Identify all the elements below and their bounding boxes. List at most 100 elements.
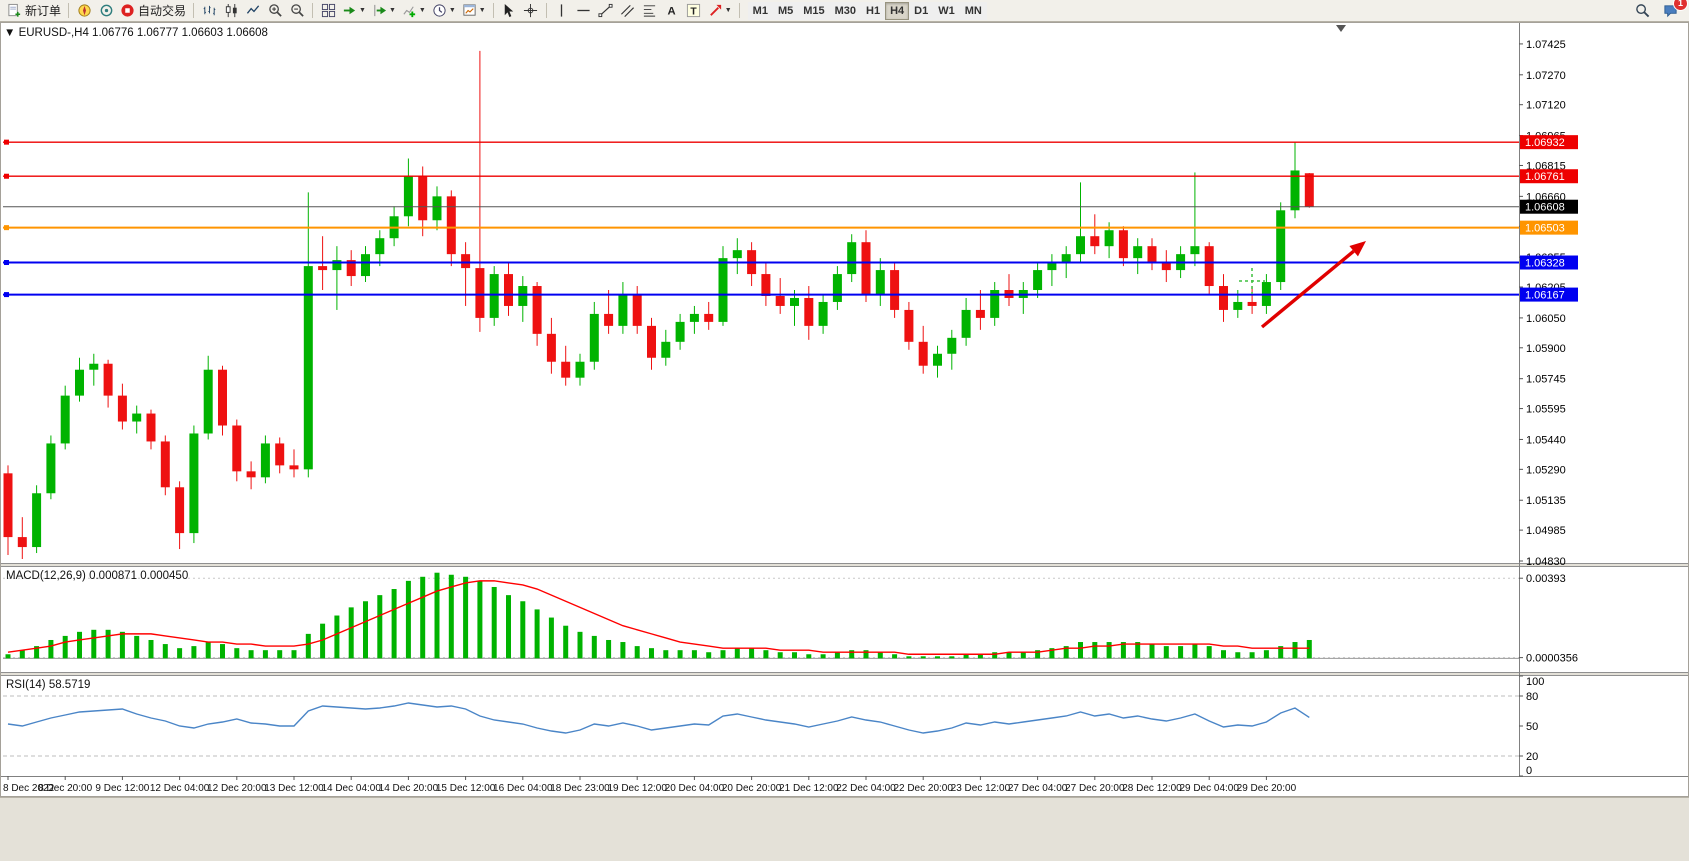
line-handle[interactable]: [4, 173, 9, 179]
line-chart-mode-button[interactable]: [242, 1, 264, 21]
zoom-in-button[interactable]: [264, 1, 286, 21]
search-button[interactable]: [1631, 1, 1653, 21]
trendline-button[interactable]: [595, 1, 617, 21]
timeframe-w1-button[interactable]: W1: [933, 1, 960, 20]
time-axis-label: 22 Dec 20:00: [893, 783, 953, 794]
candle-body: [518, 286, 528, 306]
fibo-icon: [642, 3, 657, 18]
price-axis-label: 1.05745: [1526, 374, 1566, 386]
timeframe-m5-button[interactable]: M5: [772, 1, 799, 20]
candle-body: [704, 313, 714, 322]
chart-title: ▼ EURUSD-,H4 1.06776 1.06777 1.06603 1.0…: [4, 27, 268, 39]
candle-body: [361, 254, 370, 277]
horizontal-line-button[interactable]: [573, 1, 595, 21]
auto-scroll-icon: [342, 3, 357, 18]
line-handle[interactable]: [4, 139, 9, 145]
crosshair-button[interactable]: [520, 1, 542, 21]
trend-arrow-head[interactable]: [1349, 241, 1366, 257]
new-order-icon: [7, 3, 22, 18]
new-order-button[interactable]: 新订单: [4, 1, 64, 21]
chart-shift-button[interactable]: ▼: [369, 1, 399, 21]
candles-icon: [224, 3, 239, 18]
candle-body: [861, 242, 871, 294]
toolbar-separator: [312, 3, 314, 18]
time-axis-label: 18 Dec 23:00: [550, 783, 610, 794]
autotrading-button[interactable]: 自动交易: [117, 1, 189, 21]
line-handle[interactable]: [4, 260, 9, 266]
price-label-text: 1.06503: [1525, 223, 1565, 235]
chevron-down-icon[interactable]: ▼: [418, 7, 426, 14]
line-handle[interactable]: [4, 225, 9, 231]
time-axis-label: 21 Dec 12:00: [779, 783, 839, 794]
rsi-line: [7, 702, 1310, 734]
fibonacci-button[interactable]: [639, 1, 661, 21]
price-axis-label: 1.05900: [1526, 343, 1566, 355]
timeframe-m30-button[interactable]: M30: [829, 1, 862, 20]
candle-body: [575, 361, 585, 378]
trend-arrow-object[interactable]: [1260, 249, 1355, 329]
chart-shift-marker[interactable]: [1336, 25, 1346, 32]
chevron-down-icon[interactable]: ▼: [724, 7, 732, 14]
price-axis-label: 1.05595: [1526, 404, 1566, 416]
candle-body: [375, 238, 385, 255]
notification-badge[interactable]: 1: [1673, 0, 1688, 11]
indicators-button[interactable]: ▼: [399, 1, 429, 21]
ring-icon: [99, 3, 114, 18]
text-label-button[interactable]: T: [683, 1, 705, 21]
timeframe-d1-button[interactable]: D1: [909, 1, 934, 20]
metaeditor-button[interactable]: [73, 1, 95, 21]
price-axis-label: 1.04985: [1526, 525, 1566, 537]
arrows-button[interactable]: ▼: [705, 1, 735, 21]
time-axis-label: 19 Dec 12:00: [607, 783, 667, 794]
candle-body: [103, 363, 113, 396]
chevron-down-icon[interactable]: ▼: [359, 7, 366, 14]
autotrading-label: 自动交易: [138, 4, 187, 18]
candle-body: [689, 313, 699, 322]
text-button[interactable]: A: [661, 1, 683, 21]
time-axis-label: 14 Dec 20:00: [379, 783, 439, 794]
time-axis-label: 23 Dec 12:00: [951, 783, 1011, 794]
candlestick-mode-button[interactable]: [220, 1, 242, 21]
timeframe-m1-button[interactable]: M1: [747, 1, 773, 20]
line-handle[interactable]: [4, 292, 9, 298]
zoom-out-button[interactable]: [286, 1, 308, 21]
candle-body: [1190, 246, 1200, 255]
timeframe-mn-button[interactable]: MN: [959, 1, 987, 20]
bar-chart-mode-button[interactable]: [198, 1, 220, 21]
price-axis-label: 1.05440: [1526, 434, 1566, 446]
templates-button[interactable]: ▼: [459, 1, 489, 21]
candle-body: [1304, 173, 1314, 207]
candle-body: [947, 337, 957, 354]
cursor-button[interactable]: [498, 1, 520, 21]
rsi-axis-label: 100: [1526, 676, 1544, 688]
candle-body: [318, 266, 328, 271]
time-axis-label: 12 Dec 20:00: [207, 783, 267, 794]
candle-body: [790, 297, 799, 306]
vertical-line-button[interactable]: [551, 1, 573, 21]
periods-button[interactable]: ▼: [429, 1, 459, 21]
tile-windows-button[interactable]: [317, 1, 339, 21]
chevron-down-icon[interactable]: ▼: [478, 7, 486, 14]
timeframe-h1-button[interactable]: H1: [861, 1, 886, 20]
candle-body: [475, 268, 485, 318]
chart-canvas[interactable]: 1.074251.072701.071201.069651.068151.066…: [0, 22, 1689, 797]
candle-body: [504, 274, 513, 306]
candle-body: [418, 176, 428, 221]
candle-body: [775, 295, 785, 306]
equidistant-channel-button[interactable]: [617, 1, 639, 21]
auto-scroll-button[interactable]: ▼: [339, 1, 369, 21]
candle-body: [461, 254, 471, 269]
candle-body: [1204, 246, 1214, 287]
candle-body: [1033, 270, 1043, 291]
chevron-down-icon[interactable]: ▼: [388, 7, 396, 14]
timeframe-h4-button[interactable]: H4: [885, 1, 910, 20]
candle-body: [804, 297, 814, 326]
time-axis-label: 29 Dec 20:00: [1237, 783, 1297, 794]
candle-body: [1090, 236, 1100, 247]
timeframe-m15-button[interactable]: M15: [798, 1, 830, 20]
market-watch-button[interactable]: [95, 1, 117, 21]
rsi-axis-label: 80: [1526, 691, 1538, 703]
chevron-down-icon[interactable]: ▼: [448, 7, 456, 14]
candle-body: [604, 313, 614, 326]
